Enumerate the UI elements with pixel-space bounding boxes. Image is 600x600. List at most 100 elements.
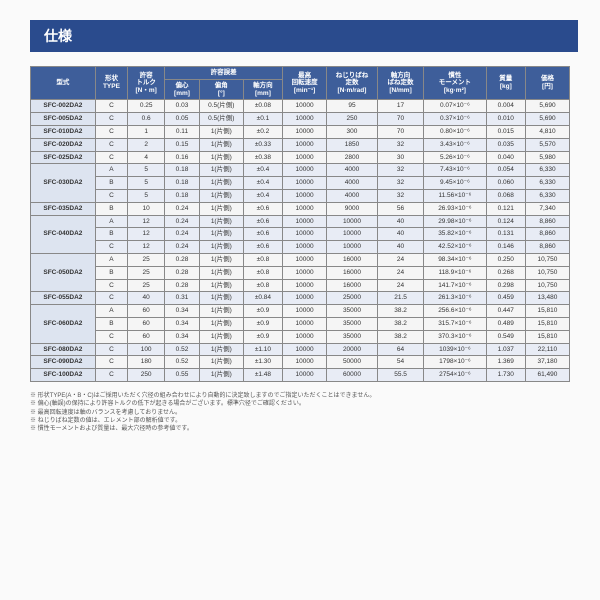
cell-type: C xyxy=(95,330,127,343)
cell-mass: 0.250 xyxy=(486,253,525,266)
cell-type: C xyxy=(95,343,127,356)
note-line: ※ 偏心(軸誤)の保持により許容トルクの低下が起きる場合がございます。標準穴径で… xyxy=(30,400,570,408)
cell-aspring: 40 xyxy=(377,241,423,254)
cell-aspring: 24 xyxy=(377,266,423,279)
cell-axial: ±0.8 xyxy=(243,253,282,266)
model-cell: SFC-055DA2 xyxy=(31,292,96,305)
cell-mass: 0.549 xyxy=(486,330,525,343)
section-title: 仕様 xyxy=(30,20,578,52)
cell-axial: ±0.6 xyxy=(243,228,282,241)
cell-mass: 0.131 xyxy=(486,228,525,241)
cell-price: 15,810 xyxy=(525,305,569,318)
cell-type: B xyxy=(95,177,127,190)
cell-torque: 1 xyxy=(128,125,165,138)
cell-speed: 10000 xyxy=(283,215,327,228)
cell-axial: ±1.30 xyxy=(243,356,282,369)
cell-tspring: 2800 xyxy=(327,151,378,164)
cell-torque: 100 xyxy=(128,343,165,356)
cell-mass: 0.015 xyxy=(486,125,525,138)
cell-axial: ±0.08 xyxy=(243,100,282,113)
model-cell: SFC-090DA2 xyxy=(31,356,96,369)
cell-ang: 1(片側) xyxy=(199,369,243,382)
cell-type: C xyxy=(95,113,127,126)
cell-mass: 0.040 xyxy=(486,151,525,164)
cell-price: 61,490 xyxy=(525,369,569,382)
cell-aspring: 54 xyxy=(377,356,423,369)
cell-ang: 1(片側) xyxy=(199,138,243,151)
cell-price: 5,570 xyxy=(525,138,569,151)
cell-ecc: 0.52 xyxy=(165,343,200,356)
th-torque: 許容トルク[N・m] xyxy=(128,67,165,100)
cell-ang: 1(片側) xyxy=(199,253,243,266)
model-cell: SFC-040DA2 xyxy=(31,215,96,253)
note-line: ※ 形状TYPE(A・B・C)はご採用いただく穴径の組み合わせにより自動的に決定… xyxy=(30,392,570,400)
cell-axial: ±0.1 xyxy=(243,113,282,126)
cell-torque: 60 xyxy=(128,305,165,318)
cell-mass: 1.369 xyxy=(486,356,525,369)
cell-aspring: 30 xyxy=(377,151,423,164)
cell-type: C xyxy=(95,138,127,151)
cell-axial: ±0.9 xyxy=(243,317,282,330)
cell-type: B xyxy=(95,317,127,330)
cell-type: C xyxy=(95,356,127,369)
cell-ang: 1(片側) xyxy=(199,215,243,228)
model-cell: SFC-080DA2 xyxy=(31,343,96,356)
cell-ecc: 0.18 xyxy=(165,164,200,177)
cell-moment: 256.6×10⁻⁶ xyxy=(424,305,486,318)
cell-ecc: 0.24 xyxy=(165,202,200,215)
note-line: ※ 最高回転速度は軸のバランスを考慮しておりません。 xyxy=(30,409,570,417)
cell-moment: 261.3×10⁻⁶ xyxy=(424,292,486,305)
cell-mass: 0.054 xyxy=(486,164,525,177)
cell-type: A xyxy=(95,215,127,228)
cell-tspring: 300 xyxy=(327,125,378,138)
cell-axial: ±0.38 xyxy=(243,151,282,164)
cell-aspring: 24 xyxy=(377,279,423,292)
cell-torque: 40 xyxy=(128,292,165,305)
cell-axial: ±0.2 xyxy=(243,125,282,138)
cell-moment: 29.98×10⁻⁶ xyxy=(424,215,486,228)
spec-table: 型式 形状TYPE 許容トルク[N・m] 許容誤差 最高回転速度[min⁻¹] … xyxy=(30,66,570,382)
cell-moment: 0.37×10⁻⁶ xyxy=(424,113,486,126)
cell-ecc: 0.16 xyxy=(165,151,200,164)
cell-aspring: 21.5 xyxy=(377,292,423,305)
cell-torque: 60 xyxy=(128,330,165,343)
cell-axial: ±0.4 xyxy=(243,164,282,177)
cell-type: C xyxy=(95,189,127,202)
cell-speed: 10000 xyxy=(283,292,327,305)
cell-torque: 5 xyxy=(128,189,165,202)
cell-tspring: 4000 xyxy=(327,189,378,202)
cell-axial: ±0.8 xyxy=(243,266,282,279)
model-cell: SFC-035DA2 xyxy=(31,202,96,215)
cell-ang: 1(片側) xyxy=(199,189,243,202)
cell-mass: 0.146 xyxy=(486,241,525,254)
cell-aspring: 55.5 xyxy=(377,369,423,382)
model-cell: SFC-002DA2 xyxy=(31,100,96,113)
cell-tspring: 35000 xyxy=(327,330,378,343)
cell-torque: 25 xyxy=(128,253,165,266)
model-cell: SFC-030DA2 xyxy=(31,164,96,202)
cell-ang: 1(片側) xyxy=(199,164,243,177)
cell-moment: 0.80×10⁻⁶ xyxy=(424,125,486,138)
cell-axial: ±0.6 xyxy=(243,241,282,254)
cell-ecc: 0.24 xyxy=(165,228,200,241)
cell-torque: 180 xyxy=(128,356,165,369)
cell-ang: 1(片側) xyxy=(199,202,243,215)
model-cell: SFC-050DA2 xyxy=(31,253,96,291)
cell-axial: ±0.6 xyxy=(243,202,282,215)
cell-tspring: 20000 xyxy=(327,343,378,356)
cell-aspring: 24 xyxy=(377,253,423,266)
cell-tspring: 60000 xyxy=(327,369,378,382)
cell-price: 15,810 xyxy=(525,330,569,343)
cell-moment: 9.45×10⁻⁶ xyxy=(424,177,486,190)
cell-type: C xyxy=(95,100,127,113)
cell-torque: 12 xyxy=(128,241,165,254)
cell-tspring: 95 xyxy=(327,100,378,113)
th-mass: 質量[kg] xyxy=(486,67,525,100)
cell-moment: 2754×10⁻⁶ xyxy=(424,369,486,382)
cell-tspring: 250 xyxy=(327,113,378,126)
cell-axial: ±0.9 xyxy=(243,305,282,318)
cell-axial: ±1.10 xyxy=(243,343,282,356)
cell-ang: 1(片側) xyxy=(199,241,243,254)
th-model: 型式 xyxy=(31,67,96,100)
cell-type: B xyxy=(95,202,127,215)
